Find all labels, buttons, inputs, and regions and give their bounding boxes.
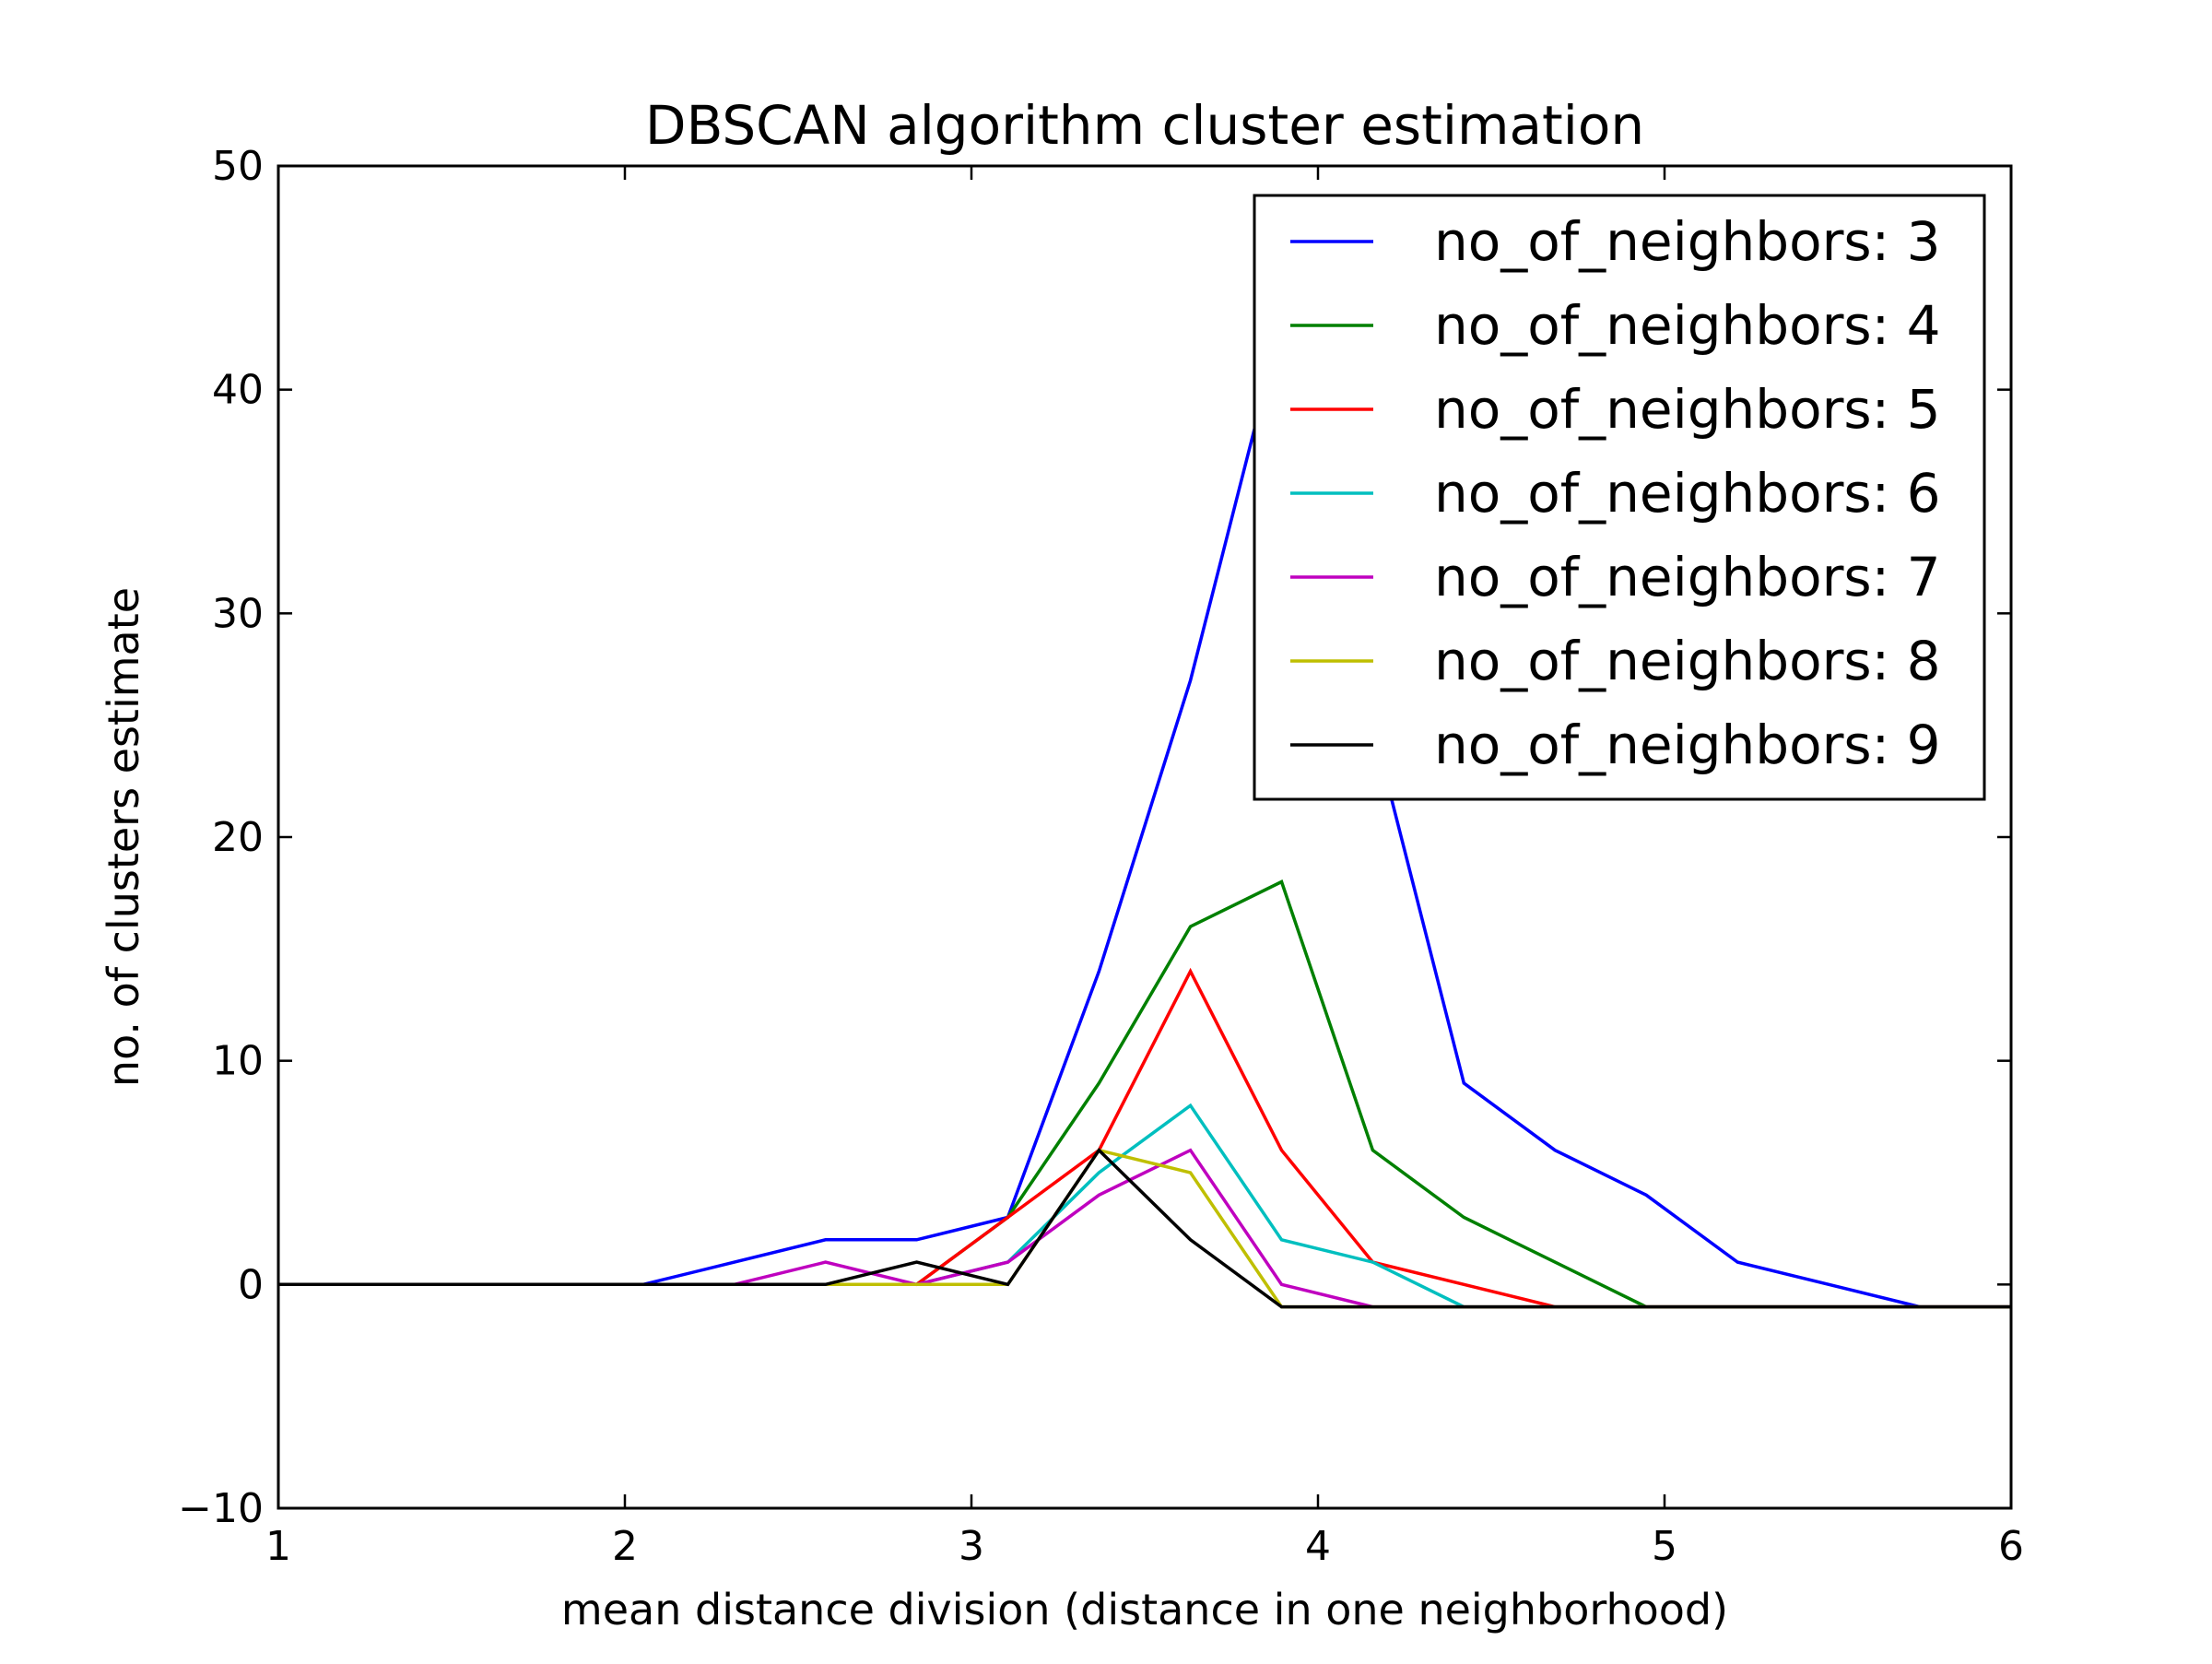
legend-frame [1253,194,1986,801]
legend-entry-2: no_of_neighbors: 4 [1290,294,1941,357]
y-tick-label: 50 [212,143,264,190]
y-axis-title: no. of clusters estimate [99,587,148,1087]
legend-label: no_of_neighbors: 4 [1434,294,1941,357]
legend: no_of_neighbors: 3 no_of_neighbors: 4 no_o… [1253,194,1986,801]
y-tick-label: 30 [212,590,264,637]
x-tick-label: 2 [612,1523,638,1570]
x-axis-title: mean distance division (distance in one … [561,1585,1728,1634]
plot-area: 1 2 3 4 5 6 −10 0 10 20 30 40 50 [178,143,2024,1570]
legend-label: no_of_neighbors: 7 [1434,546,1941,608]
legend-entry-3: no_of_neighbors: 5 [1290,378,1941,441]
legend-entry-4: no_of_neighbors: 6 [1290,462,1941,525]
y-tick-label: 20 [212,814,264,861]
x-tick-label: 4 [1305,1523,1331,1570]
legend-entry-7: no_of_neighbors: 9 [1290,714,1941,776]
chart-title: DBSCAN algorithm cluster estimation [645,94,1644,157]
x-tick-label: 6 [1998,1523,2024,1570]
legend-entry-5: no_of_neighbors: 7 [1290,546,1941,608]
legend-entries: no_of_neighbors: 3 no_of_neighbors: 4 no_o… [1290,210,1941,776]
legend-label: no_of_neighbors: 6 [1434,462,1941,525]
y-tick-label: −10 [178,1485,264,1532]
series-layer [278,322,2011,1309]
legend-entry-6: no_of_neighbors: 8 [1290,630,1941,692]
legend-label: no_of_neighbors: 5 [1434,378,1941,441]
y-tick-label: 10 [212,1038,264,1085]
x-tick-label: 5 [1652,1523,1677,1570]
tick-layer: 1 2 3 4 5 6 −10 0 10 20 30 40 50 [178,143,2024,1570]
y-tick-label: 0 [238,1261,264,1308]
y-tick-label: 40 [212,367,264,414]
legend-label: no_of_neighbors: 3 [1434,210,1941,273]
x-tick-label: 3 [959,1523,984,1570]
x-tick-label: 1 [265,1523,291,1570]
legend-label: no_of_neighbors: 9 [1434,714,1941,776]
legend-entry-1: no_of_neighbors: 3 [1290,210,1941,273]
series-line-7 [278,1147,2011,1309]
legend-label: no_of_neighbors: 8 [1434,630,1941,692]
